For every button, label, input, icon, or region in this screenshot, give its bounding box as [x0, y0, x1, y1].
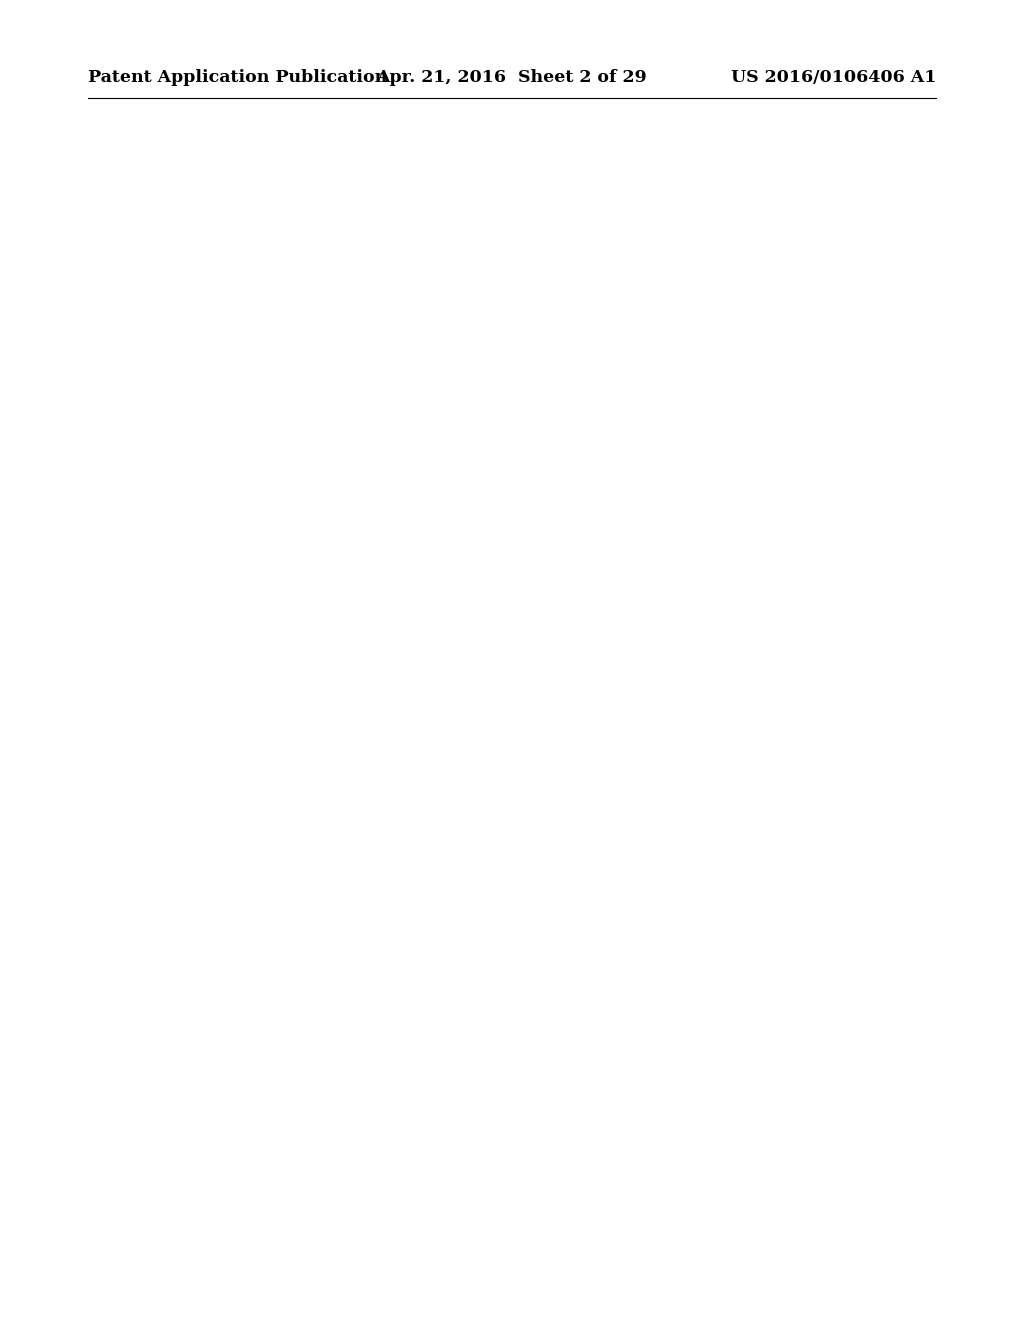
Text: Patent Application Publication: Patent Application Publication — [88, 70, 387, 87]
Bar — [88, 100, 940, 880]
Text: Apr. 21, 2016  Sheet 2 of 29: Apr. 21, 2016 Sheet 2 of 29 — [377, 70, 647, 87]
Text: US 2016/0106406 A1: US 2016/0106406 A1 — [731, 70, 936, 87]
